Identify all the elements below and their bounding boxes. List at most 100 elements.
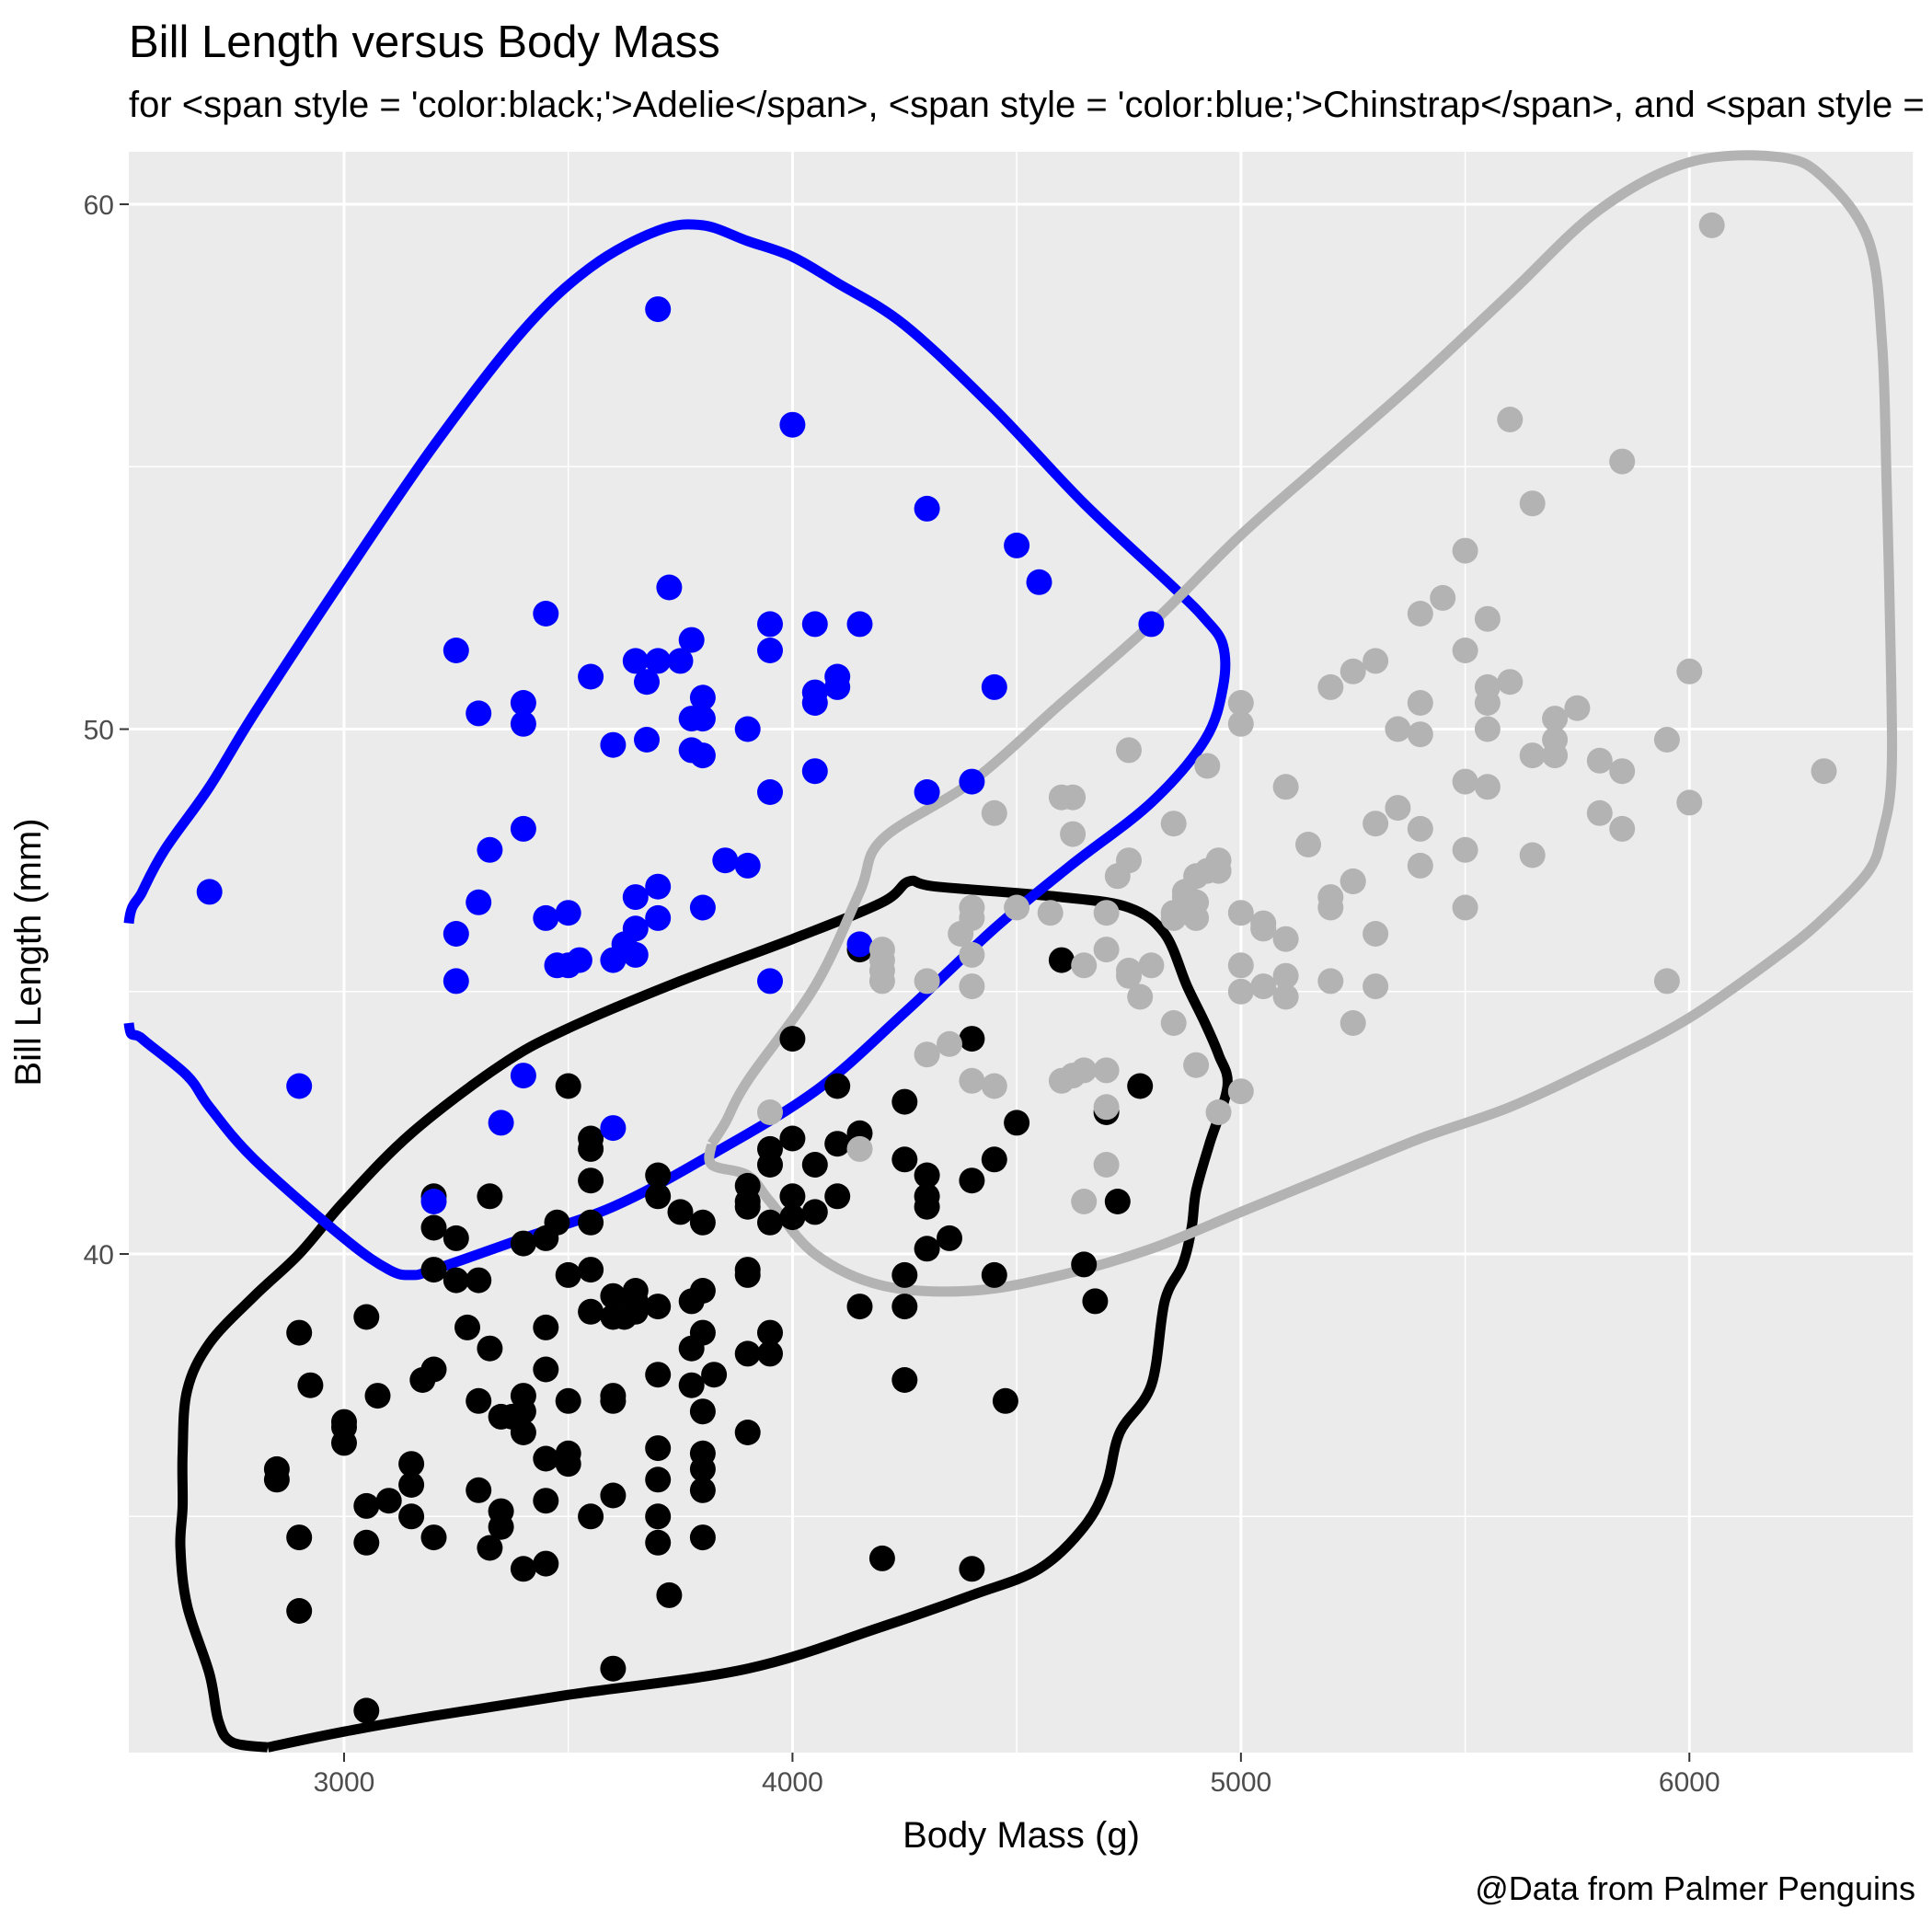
gentoo-point	[1250, 915, 1277, 942]
adelie-point	[510, 1556, 536, 1582]
gentoo-point	[1037, 900, 1064, 926]
gentoo-point	[1227, 690, 1254, 716]
adelie-point	[466, 1387, 492, 1414]
gentoo-point	[1519, 842, 1546, 868]
adelie-point	[622, 1288, 649, 1315]
gentoo-point	[1093, 1057, 1120, 1084]
gentoo-point	[1250, 973, 1277, 1000]
chinstrap-point	[477, 836, 503, 863]
chinstrap-point	[578, 663, 604, 690]
chinstrap-point	[466, 700, 492, 727]
gentoo-point	[1407, 815, 1433, 842]
adelie-point	[645, 1362, 672, 1388]
adelie-point	[645, 1435, 672, 1462]
x-tick-label: 6000	[1659, 1767, 1720, 1798]
gentoo-point	[1407, 721, 1433, 748]
adelie-point	[734, 1172, 761, 1199]
gentoo-point	[1093, 1152, 1120, 1178]
gentoo-point	[1272, 926, 1299, 952]
adelie-point	[398, 1503, 425, 1530]
adelie-point	[891, 1294, 918, 1320]
gentoo-point	[1564, 695, 1591, 721]
gentoo-point	[1474, 774, 1501, 800]
adelie-point	[555, 1073, 581, 1099]
gentoo-point	[1474, 716, 1501, 742]
x-tick-label: 4000	[762, 1767, 823, 1798]
adelie-point	[466, 1477, 492, 1503]
gentoo-point	[1227, 1078, 1254, 1105]
adelie-point	[420, 1524, 447, 1551]
gentoo-hull	[704, 150, 1898, 1297]
adelie-point	[937, 1225, 962, 1251]
adelie-point	[959, 1167, 985, 1194]
adelie-point	[801, 1152, 828, 1178]
adelie-point	[510, 1383, 536, 1409]
adelie-point	[689, 1278, 716, 1304]
grid-lines	[129, 152, 1915, 1753]
adelie-point	[533, 1550, 559, 1577]
gentoo-point	[1676, 789, 1703, 816]
gentoo-point	[1317, 884, 1344, 911]
gentoo-point	[1127, 983, 1154, 1010]
adelie-point	[286, 1598, 313, 1624]
gentoo-point	[846, 1135, 873, 1162]
adelie-point	[1127, 1073, 1154, 1099]
chinstrap-point	[645, 296, 672, 323]
chinstrap-point	[667, 648, 694, 674]
gentoo-point	[981, 1073, 1007, 1099]
gentoo-point	[1116, 958, 1142, 983]
gentoo-point	[1363, 648, 1389, 674]
adelie-point	[600, 1655, 627, 1682]
gentoo-point	[1272, 983, 1299, 1010]
chinstrap-point	[689, 684, 716, 711]
gentoo-point	[1586, 747, 1613, 774]
adelie-point	[1048, 947, 1075, 973]
adelie-point	[824, 1073, 851, 1099]
adelie-point	[353, 1492, 380, 1519]
data-points	[196, 212, 1837, 1724]
adelie-point	[477, 1335, 503, 1362]
gentoo-point	[1093, 937, 1120, 963]
adelie-point	[667, 1199, 694, 1225]
x-axis-title: Body Mass (g)	[903, 1815, 1140, 1856]
gentoo-point	[1116, 737, 1142, 764]
gentoo-point	[1519, 742, 1546, 769]
gentoo-point	[1093, 1094, 1120, 1121]
chinstrap-point	[555, 900, 581, 926]
adelie-point	[757, 1135, 783, 1162]
chinstrap-point	[600, 1115, 627, 1142]
adelie-point	[331, 1414, 357, 1441]
adelie-point	[891, 1261, 918, 1288]
adelie-point	[466, 1267, 492, 1294]
chinstrap-hull	[123, 219, 1231, 1281]
gentoo-point	[1116, 847, 1142, 874]
y-axis-title: Bill Length (mm)	[8, 818, 49, 1086]
gentoo-point	[1452, 768, 1478, 795]
chinstrap-point	[196, 879, 223, 905]
y-tick-label: 50	[84, 716, 114, 746]
chinstrap-point	[510, 815, 536, 842]
gentoo-point	[1811, 758, 1837, 785]
chinstrap-point	[533, 904, 559, 931]
chinstrap-point	[510, 690, 536, 716]
chinstrap-point	[488, 1110, 514, 1136]
gentoo-point	[1363, 921, 1389, 947]
adelie-point	[510, 1230, 536, 1257]
gentoo-point	[1586, 799, 1613, 826]
chinstrap-point	[914, 779, 940, 805]
adelie-point	[1071, 1251, 1098, 1278]
gentoo-point	[1183, 889, 1210, 915]
gentoo-point	[1272, 962, 1299, 989]
adelie-point	[656, 1581, 683, 1608]
adelie-point	[533, 1488, 559, 1514]
adelie-point	[420, 1257, 447, 1283]
chinstrap-point	[757, 638, 783, 663]
adelie-point	[846, 1294, 873, 1320]
adelie-point	[678, 1372, 705, 1398]
adelie-point	[779, 1125, 806, 1152]
gentoo-point	[1205, 857, 1232, 884]
chinstrap-point	[1138, 611, 1165, 638]
adelie-point	[645, 1466, 672, 1493]
adelie-point	[645, 1503, 672, 1530]
